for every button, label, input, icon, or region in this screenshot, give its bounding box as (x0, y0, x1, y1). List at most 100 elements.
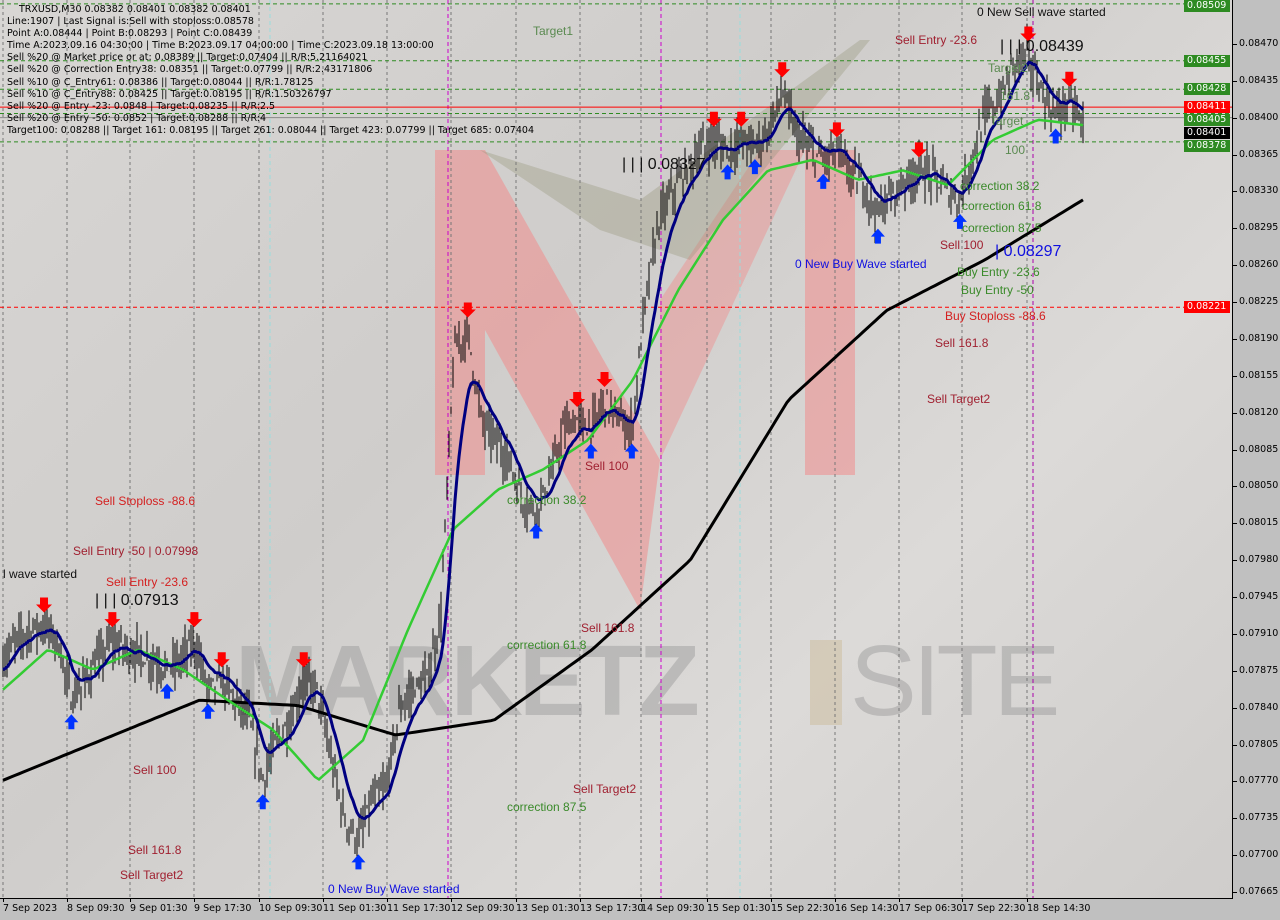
buy-arrow-icon (583, 443, 598, 459)
watermark-logo: MARKETZ SITE (235, 40, 1061, 737)
sell-arrow-icon (1020, 26, 1037, 42)
chart-annotation: Sell 100 (585, 459, 629, 473)
info-line: Time A:2023.09.16 04:30:00 | Time B:2023… (7, 40, 434, 52)
chart-annotation: correction 38.2 (960, 179, 1040, 193)
chart-annotation: 0 New Buy Wave started (328, 882, 460, 896)
info-line: Target100: 0.08288 || Target 161: 0.0819… (7, 124, 534, 136)
price-level-label: 0.08455 (1184, 54, 1230, 67)
buy-arrow-icon (160, 683, 175, 699)
chart-annotation: Target2 (988, 61, 1029, 75)
chart-annotation: Target1 (533, 24, 574, 38)
info-line: TRXUSD,M30 0.08382 0.08401 0.08382 0.084… (19, 4, 251, 15)
chart-annotation: Sell 100 (133, 763, 177, 777)
price-tick-label: 0.08085 (1232, 443, 1279, 455)
chart-annotation: Sell 161.8 (128, 843, 182, 857)
watermark-suffix: SITE (850, 625, 1057, 737)
chart-plot-area[interactable]: MARKETZ SITE TRXUSD,M30 0.08382 0.08401 0… (0, 0, 1233, 899)
buy-arrow-icon (1048, 128, 1063, 144)
time-tick-label: 7 Sep 2023 (3, 898, 58, 914)
info-line: Point A:0.08444 | Point B:0.08293 | Poin… (7, 28, 253, 40)
info-line: Sell %20 @ Market price or at: 0.08389 |… (7, 52, 368, 64)
chart-annotation: Sell Target2 (573, 782, 637, 796)
price-tick-label: 0.07700 (1232, 849, 1279, 861)
price-tick-label: 0.07910 (1232, 627, 1279, 639)
chart-annotation: 0 New Sell wave started (977, 5, 1106, 19)
sell-arrow-icon (910, 142, 927, 158)
price-tick-label: 0.08155 (1232, 369, 1279, 381)
price-tick-label: 0.08015 (1232, 517, 1279, 529)
chart-annotation: correction 87.5 (507, 800, 587, 814)
price-level-label: 0.08401 (1184, 127, 1230, 140)
price-level-label: 0.08509 (1184, 0, 1230, 12)
price-tick-label: 0.08190 (1232, 332, 1279, 344)
time-tick-label: 9 Sep 01:30 (130, 898, 188, 914)
sell-arrow-icon (596, 372, 613, 388)
price-axis[interactable]: 0.08470 0.08435 0.08400 0.08365 0.08330 0.082… (1232, 0, 1280, 898)
price-level-label: 0.08411 (1184, 101, 1230, 114)
chart-annotation: 100 (1005, 143, 1026, 157)
time-tick-label: 15 Sep 01:30 (707, 898, 771, 914)
time-tick-label: 11 Sep 01:30 (323, 898, 387, 914)
info-line: Sell %20 @ Correction Entry38: 0.08351 |… (7, 64, 373, 76)
sell-arrow-icon (295, 652, 312, 668)
sell-arrow-icon (705, 111, 722, 127)
price-tick-label: 0.08400 (1232, 111, 1279, 123)
time-tick-label: 12 Sep 09:30 (451, 898, 515, 914)
price-tick-label: 0.07980 (1232, 554, 1279, 566)
info-line: Sell %10 @ C_Entry61: 0.08386 || Target:… (7, 76, 314, 88)
chart-annotation: Target (990, 114, 1024, 128)
price-tick-label: 0.07875 (1232, 664, 1279, 676)
fast-ma-line (2, 60, 1085, 821)
buy-arrow-icon (952, 213, 967, 229)
price-level-label: 0.08221 (1184, 301, 1230, 314)
chart-annotation: Sell 100 (940, 238, 984, 252)
chart-annotation: Sell Entry -50 | 0.07998 (73, 544, 199, 558)
chart-annotation: Sell Target2 (927, 392, 991, 406)
chart-annotation: Sell 161.8 (935, 336, 989, 350)
info-panel: TRXUSD,M30 0.08382 0.08401 0.08382 0.084… (7, 4, 534, 137)
chart-annotation: | 0.08297 (995, 243, 1062, 260)
info-line: Sell %20 @ Entry -50: 0.0852 | Target:0.… (7, 112, 267, 124)
time-tick-label: 14 Sep 09:30 (641, 898, 705, 914)
buy-arrow-icon (351, 854, 366, 870)
chart-annotation: l wave started (3, 567, 78, 581)
chart-annotation: correction 61.8 (962, 199, 1042, 213)
logo-m-right (805, 150, 855, 475)
chart-annotation: 161.8 (1000, 89, 1031, 103)
price-tick-label: 0.08295 (1232, 222, 1279, 234)
chart-annotation: Sell Stoploss -88.6 (95, 494, 196, 508)
price-tick-label: 0.07840 (1232, 701, 1279, 713)
price-tick-label: 0.08120 (1232, 406, 1279, 418)
buy-arrow-icon (747, 159, 762, 175)
logo-m-mid2 (660, 150, 805, 460)
buy-arrow-icon (870, 228, 885, 244)
price-tick-label: 0.08225 (1232, 296, 1279, 308)
time-tick-label: 17 Sep 06:30 (899, 898, 963, 914)
chart-annotation: Buy Entry -50 (961, 283, 1034, 297)
sell-arrow-icon (213, 652, 230, 668)
sell-arrow-icon (1061, 71, 1078, 87)
price-tick-label: 0.08050 (1232, 480, 1279, 492)
price-tick-label: 0.07770 (1232, 775, 1279, 787)
price-chart (0, 0, 1232, 898)
buy-arrow-icon (720, 164, 735, 180)
time-tick-label: 10 Sep 09:30 (259, 898, 323, 914)
chart-annotation: | | | 0.07913 (95, 592, 179, 609)
mid-ma-line (2, 118, 1084, 781)
sell-arrow-icon (733, 111, 750, 127)
sell-arrow-icon (828, 122, 845, 138)
info-line: Sell %20 @ Entry -23: 0.0848 | Target:0.… (7, 100, 276, 112)
time-tick-label: 17 Sep 22:30 (962, 898, 1026, 914)
time-tick-label: 9 Sep 17:30 (194, 898, 252, 914)
time-tick-label: 15 Sep 22:30 (771, 898, 835, 914)
buy-arrow-icon (201, 703, 216, 719)
info-line: Sell %10 @ C_Entry88: 0.08425 || Target:… (7, 88, 332, 100)
time-tick-label: 16 Sep 14:30 (835, 898, 899, 914)
price-tick-label: 0.07665 (1232, 886, 1279, 897)
info-line: Line:1907 | Last Signal is:Sell with sto… (7, 16, 254, 28)
slow-ma-line (2, 198, 1084, 782)
sell-arrow-icon (774, 62, 791, 78)
price-tick-label: 0.08365 (1232, 148, 1279, 160)
chart-annotation: 0 New Buy Wave started (795, 257, 927, 271)
price-tick-label: 0.08470 (1232, 38, 1279, 49)
